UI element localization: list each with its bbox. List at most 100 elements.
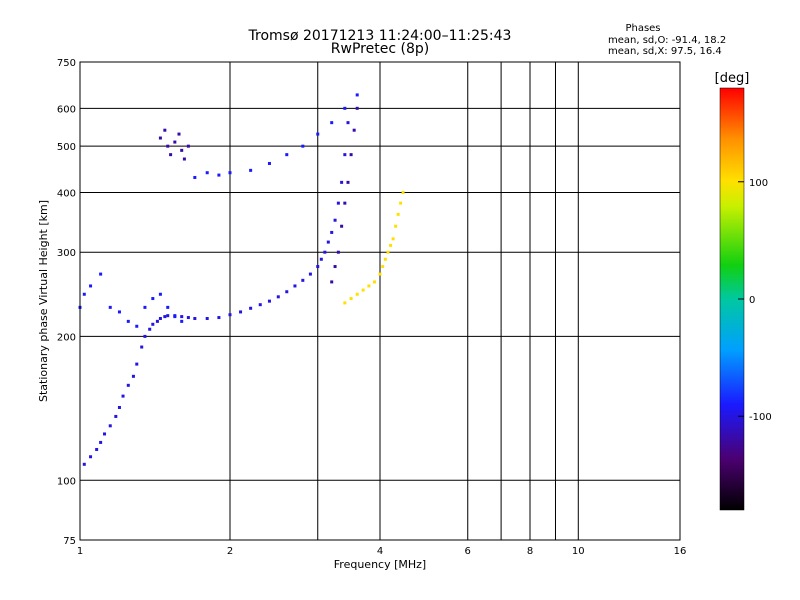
chart-subtitle: RwPretec (8p) (331, 41, 429, 57)
data-point (239, 310, 243, 314)
data-point (193, 175, 197, 179)
y-tick-label: 750 (57, 58, 76, 69)
data-point (228, 313, 232, 317)
x-tick-label: 2 (227, 546, 233, 557)
data-point (158, 136, 162, 140)
data-point (205, 316, 209, 320)
colorbar-ticks: -100 0 100 (738, 178, 772, 423)
data-point (114, 414, 118, 418)
data-point (177, 132, 181, 136)
data-point (316, 265, 320, 269)
y-tick-label: 600 (57, 104, 76, 115)
data-point (343, 301, 347, 305)
data-point (336, 250, 340, 254)
data-point (349, 297, 353, 301)
data-point (349, 153, 353, 157)
data-point (340, 224, 344, 228)
data-point (367, 284, 371, 288)
data-point (389, 243, 393, 247)
x-tick-label: 16 (674, 546, 687, 557)
data-point (401, 190, 405, 194)
data-point (89, 455, 93, 459)
x-tick-label: 6 (465, 546, 471, 557)
data-point (355, 106, 359, 110)
data-point (95, 447, 99, 451)
data-point (82, 462, 86, 466)
data-point (140, 345, 144, 349)
y-tick-labels: 75 100 200 300 400 500 600 750 (57, 58, 76, 547)
data-point (301, 278, 305, 282)
data-point (355, 292, 359, 296)
stats-x-line: mean, sd,X: 97.5, 16.4 (608, 46, 722, 57)
data-point (336, 201, 340, 205)
data-point (131, 374, 135, 378)
data-point (258, 303, 262, 307)
data-point (355, 93, 359, 97)
data-point (117, 310, 121, 314)
data-point (373, 280, 377, 284)
data-point (193, 316, 197, 320)
chart-title: Tromsø 20171213 11:24:00–11:25:43 (248, 28, 512, 44)
data-point (276, 295, 280, 299)
data-point (249, 306, 253, 310)
x-tick-label: 8 (527, 546, 533, 557)
data-point (158, 316, 162, 320)
x-axis-label: Frequency [MHz] (334, 558, 426, 571)
data-point (326, 240, 330, 244)
data-point (308, 272, 312, 276)
data-point (386, 250, 390, 254)
x-tick-label: 4 (377, 546, 383, 557)
data-point (381, 265, 385, 269)
data-point (346, 121, 350, 125)
y-tick-label: 200 (57, 332, 76, 343)
data-point (126, 383, 130, 387)
data-point (343, 153, 347, 157)
data-point (148, 327, 152, 331)
data-point (267, 299, 271, 303)
data-point (343, 201, 347, 205)
data-point (169, 153, 173, 157)
data-point (346, 180, 350, 184)
data-point (333, 218, 337, 222)
data-point (205, 171, 209, 175)
data-point (108, 424, 112, 428)
data-point (394, 224, 398, 228)
data-point (228, 171, 232, 175)
data-point (166, 144, 170, 148)
stats-heading: Phases (625, 23, 660, 34)
data-point (285, 290, 289, 294)
data-point (143, 334, 147, 338)
data-point (333, 265, 337, 269)
x-tick-label: 10 (572, 546, 585, 557)
data-point (166, 314, 170, 318)
data-point (126, 319, 130, 323)
grid-layer (79, 62, 680, 540)
data-point (316, 132, 320, 136)
data-point (340, 180, 344, 184)
data-point (155, 319, 159, 323)
data-point (343, 106, 347, 110)
data-point (378, 272, 382, 276)
data-point (330, 230, 334, 234)
data-point (135, 362, 139, 366)
data-point (99, 440, 103, 444)
data-point (103, 432, 107, 436)
x-tick-labels: 1 2 4 6 8 10 16 (77, 546, 687, 557)
data-point (173, 315, 177, 319)
colorbar-tick-label: 100 (749, 178, 768, 189)
data-point (180, 319, 184, 323)
data-point (399, 201, 403, 205)
data-point (361, 288, 365, 292)
data-point (180, 148, 184, 152)
data-point (267, 161, 271, 165)
data-point (89, 284, 93, 288)
x-tick-label: 1 (77, 546, 83, 557)
data-point (323, 250, 327, 254)
data-point (163, 315, 167, 319)
y-tick-label: 100 (57, 476, 76, 487)
data-point (330, 121, 334, 125)
y-tick-label: 75 (63, 536, 76, 547)
stats-o-line: mean, sd,O: -91.4, 18.2 (608, 35, 726, 46)
data-point (186, 144, 190, 148)
data-point (217, 173, 221, 177)
